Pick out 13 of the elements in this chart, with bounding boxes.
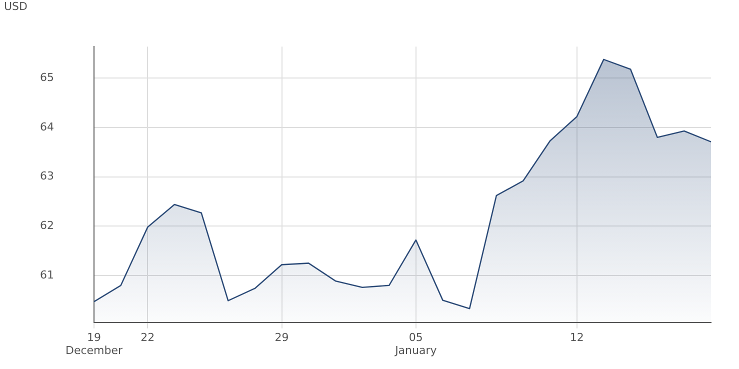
x-tick-label: 12 <box>570 330 584 344</box>
y-tick-label: 61 <box>40 268 54 282</box>
y-tick-label: 62 <box>40 219 54 232</box>
x-tick-label: 22 <box>140 330 155 344</box>
y-tick-label: 65 <box>40 71 54 84</box>
y-tick-label: 63 <box>40 170 54 183</box>
category-label: December <box>65 344 123 358</box>
y-axis-title: USD <box>4 0 28 13</box>
category-label: 19 <box>86 330 101 344</box>
y-tick-label: 64 <box>40 120 54 134</box>
category-label: January <box>395 344 437 358</box>
x-tick-label: 29 <box>274 330 289 344</box>
category-label: 05 <box>408 330 423 344</box>
